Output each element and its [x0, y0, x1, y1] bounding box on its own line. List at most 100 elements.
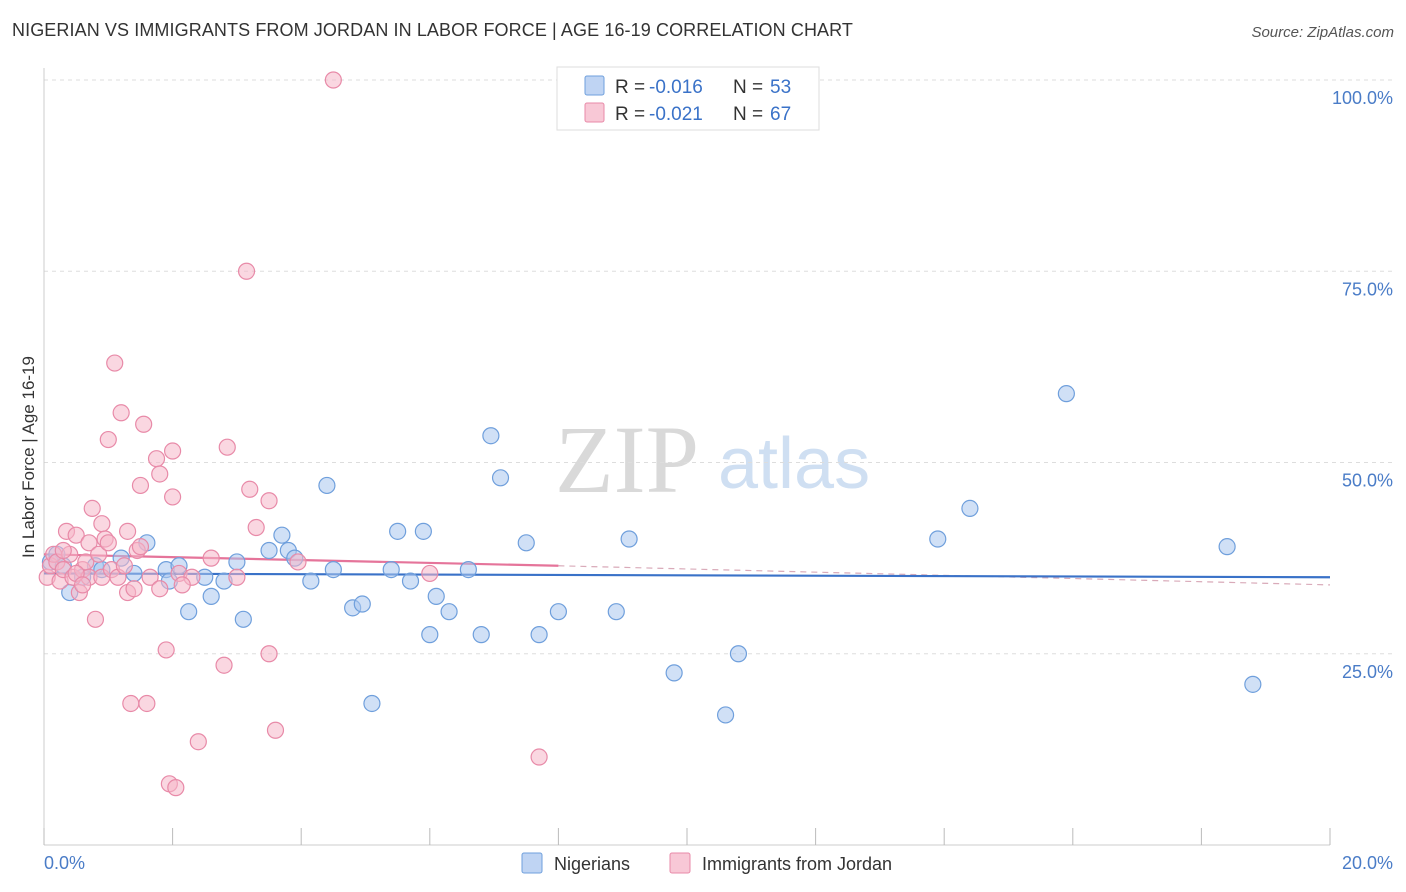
point-jordan — [189, 733, 207, 751]
watermark-atlas: atlas — [718, 424, 870, 504]
legend-r-label-nigerians: R = — [615, 77, 645, 98]
point-nigerians — [716, 706, 735, 724]
point-jordan — [247, 518, 265, 537]
y-axis-tick-labels: 25.0% 50.0% 75.0% 100.0% — [1332, 88, 1393, 682]
point-nigerians — [389, 522, 407, 540]
watermark-zip: ZIP — [555, 406, 699, 513]
point-jordan — [99, 430, 117, 449]
point-nigerians — [472, 626, 490, 644]
point-jordan — [90, 545, 108, 563]
point-jordan — [218, 438, 236, 456]
point-jordan — [86, 610, 105, 628]
point-jordan — [260, 492, 278, 510]
point-nigerians — [549, 603, 568, 621]
point-jordan — [237, 262, 256, 280]
point-nigerians — [1057, 385, 1075, 403]
chart-title: NIGERIAN VS IMMIGRANTS FROM JORDAN IN LA… — [12, 20, 854, 40]
point-jordan — [106, 354, 124, 372]
point-nigerians — [421, 626, 439, 644]
y-tick-label: 25.0% — [1342, 662, 1393, 682]
x-axis-ticks — [43, 828, 1331, 845]
point-nigerians — [482, 427, 500, 445]
point-nigerians — [324, 560, 342, 579]
point-nigerians — [517, 534, 535, 552]
bottom-legend-label-jordan: Immigrants from Jordan — [702, 854, 892, 874]
scatter-points — [38, 71, 1262, 797]
legend-n-value-nigerians: 53 — [770, 77, 791, 98]
point-jordan — [289, 553, 307, 571]
point-nigerians — [427, 587, 445, 605]
point-jordan — [131, 538, 150, 556]
point-nigerians — [929, 530, 947, 548]
point-nigerians — [228, 553, 246, 571]
point-jordan — [125, 580, 143, 598]
point-nigerians — [202, 587, 220, 605]
point-nigerians — [401, 572, 420, 590]
y-tick-label: 100.0% — [1332, 88, 1393, 108]
point-nigerians — [318, 476, 336, 495]
y-axis-label: In Labor Force | Age 16-19 — [19, 356, 38, 558]
point-jordan — [151, 580, 169, 598]
point-jordan — [202, 549, 220, 567]
point-jordan — [138, 694, 156, 713]
point-jordan — [421, 564, 439, 583]
point-jordan — [164, 488, 182, 506]
legend-r-value-nigerians: -0.016 — [649, 77, 703, 98]
point-jordan — [260, 645, 278, 663]
point-jordan — [112, 404, 130, 422]
point-jordan — [266, 721, 285, 739]
point-jordan — [173, 576, 191, 594]
point-nigerians — [302, 572, 320, 590]
point-nigerians — [180, 603, 198, 621]
point-jordan — [67, 526, 85, 544]
x-tick-label-max: 20.0% — [1342, 853, 1393, 873]
correlation-legend: R = -0.016 N = 53 R = -0.021 N = 67 — [556, 66, 820, 131]
point-jordan — [164, 442, 182, 460]
legend-swatch-jordan — [584, 102, 605, 123]
x-tick-label-min: 0.0% — [44, 853, 85, 873]
point-jordan — [241, 480, 259, 498]
point-jordan — [151, 465, 169, 483]
point-jordan — [54, 541, 72, 560]
point-nigerians — [961, 499, 979, 517]
legend-n-value-jordan: 67 — [770, 104, 791, 125]
y-tick-label: 50.0% — [1342, 471, 1393, 491]
point-jordan — [135, 415, 153, 433]
point-jordan — [530, 748, 548, 766]
point-jordan — [131, 476, 150, 495]
point-jordan — [93, 515, 111, 533]
point-jordan — [157, 641, 175, 659]
point-jordan — [99, 534, 117, 552]
point-jordan — [115, 557, 133, 575]
point-nigerians — [530, 626, 548, 644]
point-jordan — [215, 656, 233, 674]
bottom-legend-label-nigerians: Nigerians — [554, 854, 630, 874]
legend-r-value-jordan: -0.021 — [649, 104, 703, 125]
point-nigerians — [491, 469, 510, 487]
source-label: Source: ZipAtlas.com — [1251, 24, 1394, 41]
watermark: ZIP atlas — [555, 406, 870, 513]
point-jordan — [141, 568, 159, 586]
point-nigerians — [459, 560, 477, 579]
point-nigerians — [414, 522, 432, 540]
point-nigerians — [273, 526, 291, 544]
point-jordan — [118, 522, 137, 540]
bottom-legend-swatch-jordan — [669, 852, 691, 874]
point-nigerians — [729, 645, 748, 663]
point-nigerians — [363, 694, 381, 713]
point-nigerians — [1218, 538, 1236, 556]
bottom-legend-swatch-nigerians — [521, 852, 543, 874]
point-jordan — [83, 499, 101, 517]
y-tick-label: 75.0% — [1342, 279, 1393, 299]
point-jordan — [80, 534, 98, 552]
point-nigerians — [353, 595, 371, 613]
series-legend: Nigerians Immigrants from Jordan — [521, 852, 892, 874]
trend-line-nigerians — [43, 572, 1331, 579]
legend-n-label-nigerians: N = — [733, 77, 763, 98]
point-nigerians — [260, 541, 278, 560]
point-nigerians — [1244, 675, 1262, 693]
point-jordan — [167, 779, 185, 797]
point-nigerians — [440, 603, 458, 621]
legend-n-label-jordan: N = — [733, 104, 763, 125]
point-jordan — [122, 694, 140, 713]
